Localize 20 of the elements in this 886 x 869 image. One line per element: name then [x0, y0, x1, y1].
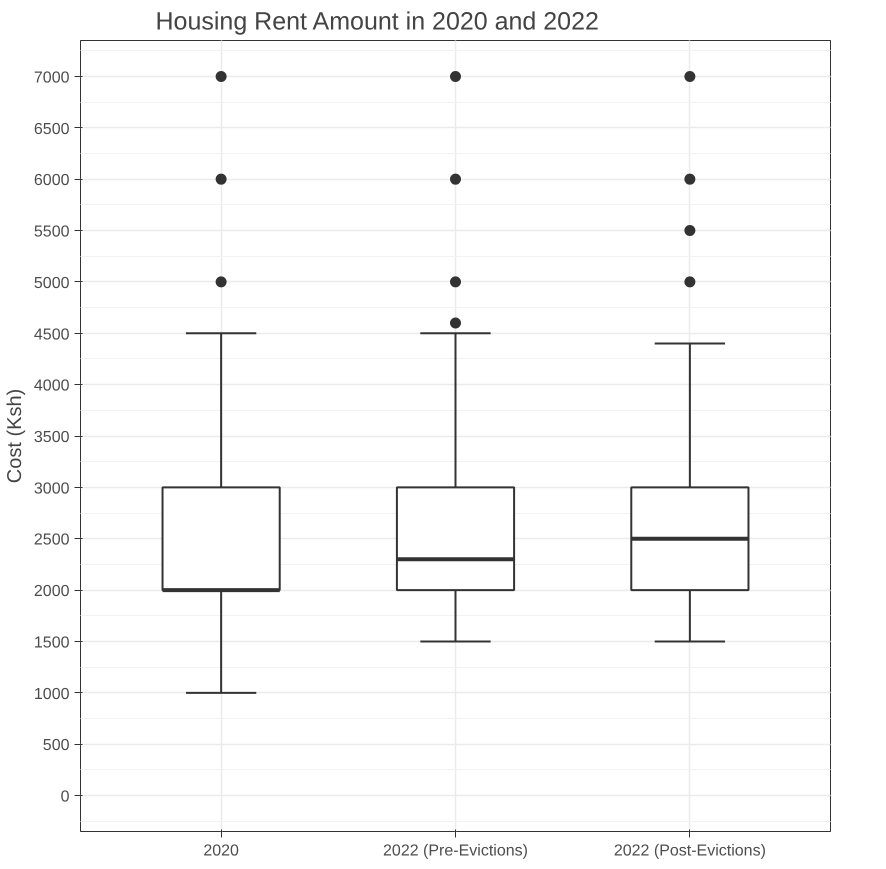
y-axis-title: Cost (Ksh) [4, 388, 26, 484]
y-tick-label: 2500 [34, 532, 70, 549]
y-tick-label: 4500 [34, 326, 70, 344]
y-tick-label: 4000 [34, 378, 70, 395]
y-tick-label: 1500 [34, 634, 70, 652]
y-tick-label: 7000 [34, 69, 70, 86]
y-tick-label: 5000 [34, 274, 70, 292]
y-tick-label: 6000 [34, 172, 70, 190]
x-tick-label: 2020 [203, 842, 240, 860]
y-tick-label: 2000 [34, 583, 70, 600]
x-tick-label: 2022 (Pre-Evictions) [383, 842, 528, 860]
y-tick-label: 5500 [34, 224, 70, 241]
y-tick-label: 1000 [34, 686, 70, 703]
x-tick-label: 2022 (Post-Evictions) [614, 842, 766, 860]
y-tick-label: 6500 [34, 120, 70, 138]
chart-title: Housing Rent Amount in 2020 and 2022 [156, 8, 599, 36]
y-tick-label: 500 [42, 737, 70, 754]
y-tick-label: 0 [60, 788, 70, 806]
y-tick-label: 3500 [34, 429, 70, 446]
y-tick-label: 3000 [34, 480, 70, 498]
